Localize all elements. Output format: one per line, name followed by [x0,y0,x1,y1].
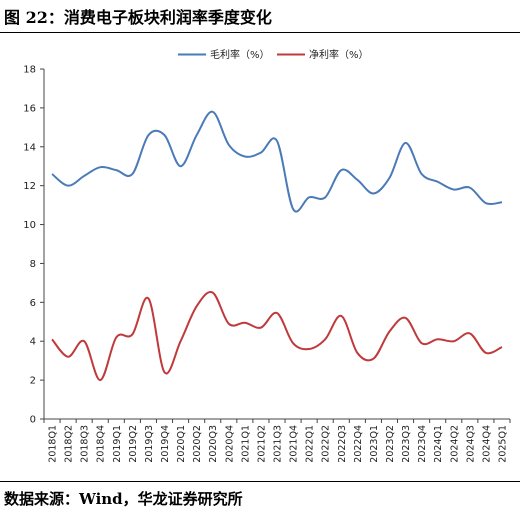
y-tick-label: 16 [23,103,36,114]
x-tick-label: 2022Q2 [321,425,332,463]
x-tick-label: 2018Q2 [64,425,75,463]
y-tick-label: 0 [30,415,36,426]
x-tick-label: 2022Q3 [337,425,348,463]
x-tick-label: 2020Q3 [208,425,219,463]
x-tick-label: 2021Q2 [256,425,267,463]
x-tick-label: 2023Q2 [385,425,396,463]
figure-title: 图 22：消费电子板块利润率季度变化 [4,8,272,27]
x-tick-label: 2019Q1 [112,425,123,463]
x-tick-label: 2019Q4 [160,425,171,463]
x-tick-label: 2022Q1 [305,425,316,463]
x-tick-label: 2018Q1 [48,425,59,463]
x-tick-label: 2023Q1 [369,425,380,463]
x-tick-label: 2024Q4 [481,425,492,463]
x-tick-label: 2021Q3 [273,425,284,463]
x-tick-label: 2022Q4 [353,425,364,463]
x-tick-label: 2018Q4 [96,425,107,463]
source-rule [0,481,520,482]
series-line-gross-margin [51,110,503,213]
title-rule [0,32,520,33]
x-tick-label: 2020Q1 [176,425,187,463]
line-chart: 0 2 4 6 8 10 12 14 16 18 2018Q1 2018Q2 2018Q3 2018Q4 2… [23,48,511,463]
x-tick-label: 2024Q3 [465,425,476,463]
x-tick-label: 2021Q1 [240,425,251,463]
x-tick-label: 2025Q1 [497,425,508,463]
legend-label: 净利率（%） [309,48,369,61]
x-tick-label: 2021Q4 [289,425,300,463]
x-tick-label: 2018Q3 [80,425,91,463]
x-tick-label: 2024Q2 [449,425,460,463]
y-tick-label: 6 [30,298,36,309]
x-tick-label: 2023Q4 [417,425,428,463]
y-tick-label: 4 [30,337,36,348]
x-tick-label: 2019Q2 [128,425,139,463]
x-tick-label: 2019Q3 [144,425,155,463]
x-tick-label: 2024Q1 [433,425,444,463]
y-tick-label: 18 [23,65,36,76]
y-tick-label: 2 [30,376,36,387]
y-tick-label: 14 [23,142,36,153]
figure-source: 数据来源：Wind，华龙证券研究所 [4,490,243,508]
y-tick-label: 10 [23,220,36,231]
y-tick-label: 8 [30,259,36,270]
x-tick-label: 2020Q4 [224,425,235,463]
x-tick-label: 2023Q3 [401,425,412,463]
series-line-net-margin [51,291,503,382]
x-tick-label: 2020Q2 [192,425,203,463]
legend-label: 毛利率（%） [210,48,270,61]
y-tick-label: 12 [23,181,36,192]
